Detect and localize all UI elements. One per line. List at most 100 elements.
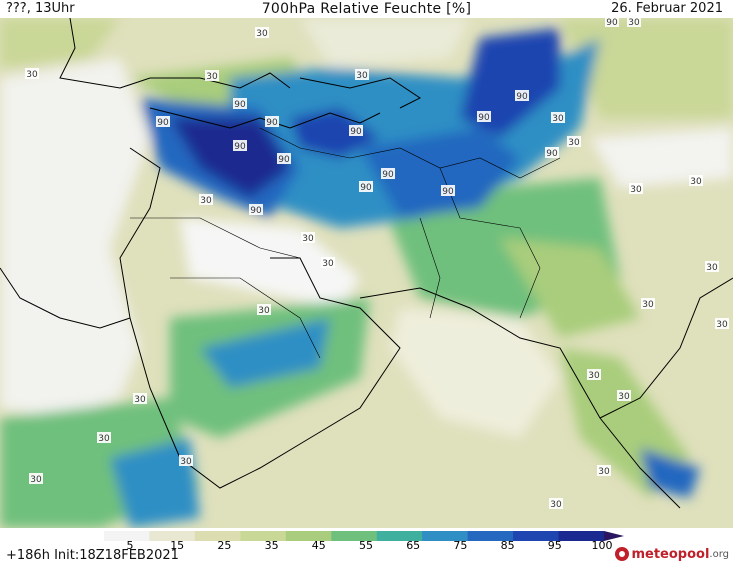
legend-tick-label: 100 bbox=[592, 539, 613, 552]
valid-date-label: 26. Februar 2021 bbox=[611, 1, 723, 16]
legend-tick-label: 95 bbox=[548, 539, 562, 552]
contour-label: 30 bbox=[30, 475, 42, 485]
legend-bin bbox=[331, 531, 378, 541]
humidity-shading bbox=[0, 18, 733, 528]
contour-label: 30 bbox=[200, 196, 212, 206]
contour-label: 90 bbox=[442, 187, 454, 197]
contour-label-box bbox=[567, 136, 581, 147]
legend-bin bbox=[104, 531, 150, 541]
coastlines bbox=[0, 18, 733, 509]
contour-label-box bbox=[605, 18, 619, 27]
legend-bin bbox=[194, 531, 241, 541]
forecast-init-label: +186h Init:18Z18FEB2021 bbox=[6, 548, 179, 563]
contour-label-box bbox=[359, 181, 373, 192]
contour-label-box bbox=[25, 68, 39, 79]
legend-tick-label: 15 bbox=[170, 539, 184, 552]
contour-label-box bbox=[545, 147, 559, 158]
legend-bin bbox=[513, 531, 560, 541]
legend-tick-label: 85 bbox=[501, 539, 515, 552]
contour-label-box bbox=[597, 465, 611, 476]
contour-label: 30 bbox=[552, 114, 564, 124]
contour-label: 90 bbox=[350, 127, 362, 137]
contour-label: 30 bbox=[618, 392, 630, 402]
contour-label: 30 bbox=[98, 434, 110, 444]
contour-label: 30 bbox=[642, 300, 654, 310]
contour-label: 90 bbox=[606, 18, 618, 28]
contour-label-box bbox=[233, 140, 247, 151]
contour-label-box bbox=[587, 369, 601, 380]
contour-label: 30 bbox=[630, 185, 642, 195]
contour-label: 30 bbox=[256, 29, 268, 39]
logo-name: meteopool bbox=[631, 546, 710, 562]
contour-label: 30 bbox=[134, 395, 146, 405]
contour-label-box bbox=[301, 232, 315, 243]
legend-tick-label: 35 bbox=[265, 539, 279, 552]
contour-label: 90 bbox=[278, 155, 290, 165]
contour-label: 30 bbox=[568, 138, 580, 148]
contour-label: 30 bbox=[356, 71, 368, 81]
contour-label-box bbox=[349, 125, 363, 136]
chart-title: 700hPa Relative Feuchte [%] bbox=[261, 1, 472, 17]
contour-label-box bbox=[551, 112, 565, 123]
contour-label-box bbox=[627, 18, 641, 27]
legend-tick-label: 45 bbox=[312, 539, 326, 552]
contour-label: 30 bbox=[180, 457, 192, 467]
contour-label: 30 bbox=[550, 500, 562, 510]
contour-label: 90 bbox=[250, 206, 262, 216]
contour-label-box bbox=[441, 185, 455, 196]
contour-label-box bbox=[257, 304, 271, 315]
legend-bin bbox=[467, 531, 514, 541]
country-borders bbox=[130, 127, 561, 359]
contour-label-box bbox=[179, 455, 193, 466]
contour-labels: 90 90 90 90 90 90 90 90 90 90 90 90 90 90 30 30 30 30 30 3… bbox=[25, 18, 729, 510]
contour-label: 30 bbox=[258, 306, 270, 316]
meteopool-logo[interactable]: meteopool .org bbox=[615, 544, 729, 564]
contour-label-box bbox=[381, 168, 395, 179]
contour-label-box bbox=[249, 204, 263, 215]
contour-label-box bbox=[355, 69, 369, 80]
contour-label: 90 bbox=[516, 92, 528, 102]
contour-label-box bbox=[255, 27, 269, 38]
legend-bin bbox=[149, 531, 196, 541]
logo-icon bbox=[615, 547, 630, 561]
contour-label-box bbox=[617, 390, 631, 401]
contour-label: 30 bbox=[598, 467, 610, 477]
contour-label: 30 bbox=[716, 320, 728, 330]
contour-label-box bbox=[515, 90, 529, 101]
contour-label: 90 bbox=[478, 113, 490, 123]
legend-tick-label: 65 bbox=[406, 539, 420, 552]
logo-tld: .org bbox=[709, 548, 729, 560]
contour-label: 30 bbox=[302, 234, 314, 244]
contour-label-box bbox=[156, 116, 170, 127]
contour-label: 30 bbox=[26, 70, 38, 80]
legend-bin bbox=[604, 531, 624, 541]
contour-label: 90 bbox=[266, 118, 278, 128]
legend-tick-label: 5 bbox=[127, 539, 134, 552]
humidity-map: 90 90 90 90 90 90 90 90 90 90 90 90 90 90 30 30 30 30 30 3… bbox=[0, 18, 733, 528]
contour-label-box bbox=[689, 175, 703, 186]
contour-label-box bbox=[641, 298, 655, 309]
contour-label-box bbox=[321, 257, 335, 268]
legend-bin bbox=[285, 531, 332, 541]
contour-label-box bbox=[133, 393, 147, 404]
color-legend bbox=[104, 531, 624, 541]
legend-tick-label: 75 bbox=[453, 539, 467, 552]
contour-label-box bbox=[715, 318, 729, 329]
color-legend-ticks: 5 15 25 35 45 55 65 75 85 95 100 bbox=[127, 539, 613, 552]
contour-label-box bbox=[97, 432, 111, 443]
contour-label: 90 bbox=[546, 149, 558, 159]
contour-label: 90 bbox=[157, 118, 169, 128]
valid-weekday-label: ???, 13Uhr bbox=[6, 1, 75, 16]
legend-bin bbox=[422, 531, 469, 541]
legend-bin bbox=[376, 531, 423, 541]
contour-label: 90 bbox=[382, 170, 394, 180]
contour-label-box bbox=[477, 111, 491, 122]
legend-bin bbox=[558, 531, 605, 541]
contour-label: 90 bbox=[234, 100, 246, 110]
contour-label-box bbox=[705, 261, 719, 272]
contour-label: 30 bbox=[628, 18, 640, 28]
contour-label: 90 bbox=[360, 183, 372, 193]
contour-label-box bbox=[277, 153, 291, 164]
contour-label-box bbox=[265, 116, 279, 127]
contour-label-box bbox=[199, 194, 213, 205]
